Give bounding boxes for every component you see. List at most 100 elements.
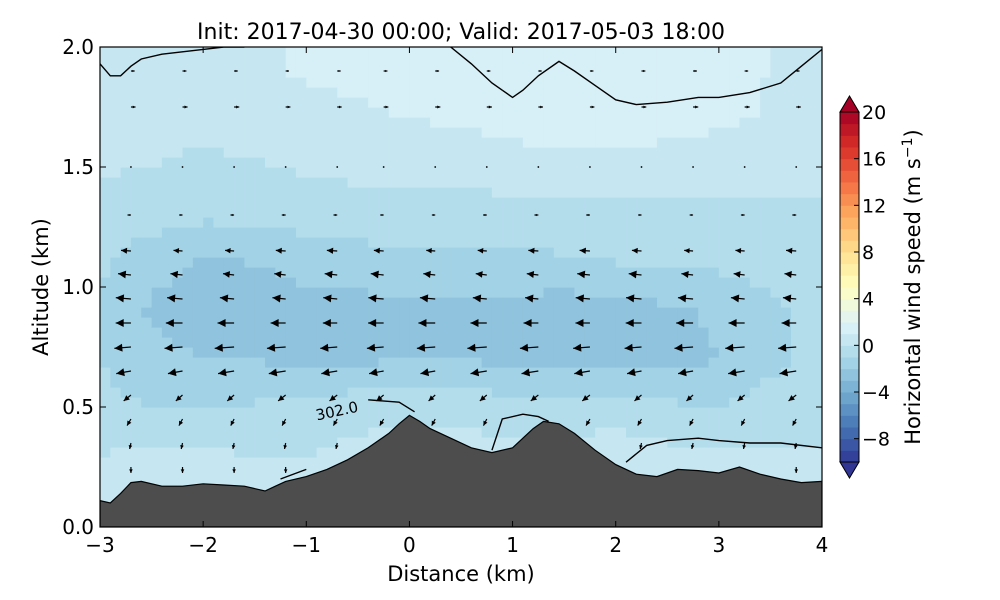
field-cell xyxy=(811,107,822,118)
field-cell xyxy=(636,127,648,138)
field-cell xyxy=(234,227,245,238)
field-cell xyxy=(130,387,142,398)
field-cell xyxy=(130,417,142,428)
field-cell xyxy=(347,127,359,138)
field-cell xyxy=(553,47,565,58)
field-cell xyxy=(347,357,359,368)
field-cell xyxy=(718,297,730,308)
field-cell xyxy=(461,217,472,228)
field-cell xyxy=(471,77,483,88)
field-cell xyxy=(275,477,287,488)
wind-vector xyxy=(479,394,488,402)
field-cell xyxy=(533,117,545,128)
field-cell xyxy=(533,417,545,428)
field-cell xyxy=(161,267,173,278)
field-cell xyxy=(265,427,276,438)
isentrope-contours xyxy=(100,47,822,480)
field-cell xyxy=(801,307,813,318)
field-cell xyxy=(801,157,813,168)
field-cell xyxy=(306,407,318,418)
field-cell xyxy=(234,327,245,338)
field-cell xyxy=(791,187,802,198)
field-cell xyxy=(512,67,524,78)
field-cell xyxy=(656,77,668,88)
field-cell xyxy=(760,177,772,188)
field-cell xyxy=(450,117,462,128)
field-cell xyxy=(409,87,421,98)
field-cell xyxy=(770,417,782,428)
field-cell xyxy=(357,437,369,448)
field-cell xyxy=(285,447,297,458)
field-cell xyxy=(667,317,679,328)
colorbar-band xyxy=(840,450,859,463)
field-cell xyxy=(130,427,142,438)
field-cell xyxy=(110,97,122,108)
field-cell xyxy=(430,127,441,138)
colorbar-band xyxy=(840,123,859,136)
field-cell xyxy=(254,97,266,108)
field-cell xyxy=(172,387,184,398)
field-cell xyxy=(739,67,751,78)
field-cell xyxy=(192,187,204,198)
field-cell xyxy=(595,427,606,438)
field-cell xyxy=(275,217,287,228)
field-cell xyxy=(687,387,699,398)
field-cell xyxy=(729,357,741,368)
field-cell xyxy=(729,127,741,138)
field-cell xyxy=(605,177,617,188)
colorbar-band xyxy=(840,438,859,451)
field-cell xyxy=(399,227,411,238)
field-cell xyxy=(667,267,679,278)
field-cell xyxy=(378,87,390,98)
wind-vector xyxy=(369,368,384,377)
field-cell xyxy=(553,347,565,358)
field-cell xyxy=(636,97,648,108)
field-cell xyxy=(285,77,297,88)
field-cell xyxy=(100,187,111,198)
field-cell xyxy=(399,297,411,308)
field-cell xyxy=(595,367,606,378)
field-cell xyxy=(306,97,318,108)
field-cell xyxy=(687,67,699,78)
field-cell xyxy=(739,347,751,358)
field-cell xyxy=(811,437,822,448)
field-cell xyxy=(605,397,617,408)
wind-vector xyxy=(728,319,745,327)
field-cell xyxy=(770,97,782,108)
field-cell xyxy=(399,137,411,148)
field-cell xyxy=(574,47,586,58)
field-cell xyxy=(656,367,668,378)
field-cell xyxy=(656,157,668,168)
wind-vector xyxy=(123,394,132,402)
field-cell xyxy=(100,447,111,458)
field-cell xyxy=(605,117,617,128)
field-cell xyxy=(151,67,163,78)
field-cell xyxy=(605,267,617,278)
field-cell xyxy=(161,337,173,348)
field-cell xyxy=(141,457,153,468)
field-cell xyxy=(368,167,380,178)
field-cell xyxy=(440,77,452,88)
field-cell xyxy=(718,207,730,218)
field-cell xyxy=(533,47,545,58)
field-cell xyxy=(388,367,400,378)
field-cell xyxy=(512,167,524,178)
field-cell xyxy=(729,77,741,88)
field-cell xyxy=(626,417,637,428)
field-cell xyxy=(522,387,534,398)
field-cell xyxy=(100,477,111,488)
field-cell xyxy=(223,427,235,438)
field-cell xyxy=(729,417,741,428)
field-cell xyxy=(749,247,761,258)
field-cell xyxy=(234,397,245,408)
field-cell xyxy=(481,97,493,108)
wind-vector xyxy=(684,248,694,254)
field-cell xyxy=(244,337,256,348)
field-cell xyxy=(512,47,524,58)
wind-vector xyxy=(230,213,235,217)
field-cell xyxy=(223,407,235,418)
field-cell xyxy=(584,67,596,78)
field-cell xyxy=(667,227,679,238)
field-cell xyxy=(182,477,194,488)
wind-vector xyxy=(334,442,339,450)
